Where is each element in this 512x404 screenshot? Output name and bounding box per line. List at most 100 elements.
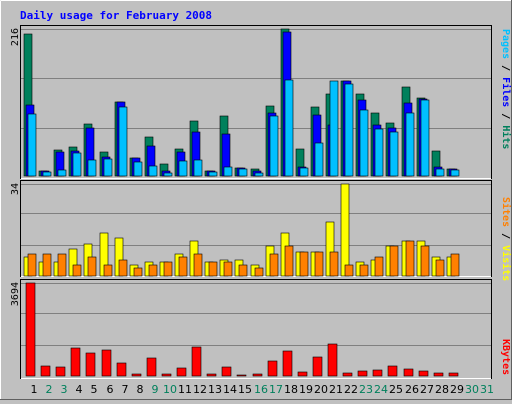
bar-pages-day-8 [133, 161, 143, 177]
bar-sites-day-10 [163, 261, 173, 277]
bar-pages-day-27 [420, 99, 430, 177]
bar-sites-day-13 [208, 261, 218, 277]
day-label-21: 21 [329, 383, 343, 396]
bar-pages-day-9 [148, 165, 158, 177]
day-label-22: 22 [344, 383, 358, 396]
bar-kbytes-day-16 [252, 373, 263, 377]
bar-kbytes-day-14 [221, 366, 232, 377]
bar-pages-day-29 [450, 169, 460, 177]
day-label-29: 29 [450, 383, 464, 396]
legend-segment: Visits [500, 245, 512, 281]
bar-pages-day-20 [314, 142, 324, 177]
bar-sites-day-16 [254, 267, 264, 277]
bar-sites-day-23 [359, 264, 369, 277]
day-label-27: 27 [420, 383, 434, 396]
bar-kbytes-day-11 [176, 367, 187, 377]
bar-pages-day-25 [389, 131, 399, 177]
bar-kbytes-day-4 [70, 347, 81, 377]
bar-kbytes-day-6 [101, 349, 112, 377]
bar-sites-day-6 [103, 264, 113, 277]
day-label-15: 15 [238, 383, 252, 396]
bar-sites-day-3 [57, 253, 67, 277]
legend-sites-visits: Sites / Visits [500, 197, 512, 281]
bar-kbytes-day-26 [403, 368, 414, 377]
day-label-10: 10 [163, 383, 177, 396]
bar-pages-day-6 [103, 158, 113, 177]
bar-pages-day-11 [178, 160, 188, 177]
bar-pages-day-17 [269, 115, 279, 177]
bar-kbytes-day-9 [146, 357, 157, 377]
chart-title: Daily usage for February 2008 [20, 9, 212, 22]
legend-segment: KBytes [500, 339, 511, 375]
bar-sites-day-15 [238, 264, 248, 277]
bar-pages-day-13 [208, 171, 218, 177]
bar-sites-day-21 [329, 251, 339, 277]
bar-kbytes-day-27 [418, 370, 429, 377]
bar-kbytes-day-8 [131, 373, 142, 377]
bar-pages-day-18 [284, 79, 294, 177]
bar-kbytes-day-10 [161, 373, 172, 377]
bar-pages-day-16 [254, 172, 264, 177]
bar-kbytes-day-19 [297, 371, 308, 377]
day-label-9: 9 [152, 383, 159, 396]
bar-pages-day-10 [163, 172, 173, 177]
day-label-1: 1 [31, 383, 38, 396]
bar-kbytes-day-29 [448, 372, 459, 377]
bar-kbytes-day-20 [312, 356, 323, 377]
bar-pages-day-26 [405, 112, 415, 177]
bar-sites-day-12 [193, 253, 203, 277]
bar-kbytes-day-17 [267, 360, 278, 377]
bar-sites-day-9 [148, 264, 158, 277]
legend-segment: Pages [500, 29, 511, 59]
bar-sites-day-24 [374, 256, 384, 277]
bar-kbytes-day-2 [40, 365, 51, 377]
day-label-2: 2 [46, 383, 53, 396]
bar-pages-day-19 [299, 167, 309, 177]
legend-segment: Sites [500, 197, 512, 227]
day-label-8: 8 [137, 383, 144, 396]
day-label-18: 18 [284, 383, 298, 396]
day-label-13: 13 [208, 383, 222, 396]
day-label-28: 28 [435, 383, 449, 396]
day-label-23: 23 [359, 383, 373, 396]
day-label-31: 31 [480, 383, 494, 396]
legend-segment: / [500, 227, 511, 245]
bar-sites-day-1 [27, 253, 37, 277]
bar-sites-day-14 [223, 261, 233, 277]
bar-pages-day-21 [329, 80, 339, 177]
bar-kbytes-day-7 [116, 362, 127, 377]
legend-pages-files-hits: Pages / Files / Hits [500, 29, 512, 149]
bar-pages-day-28 [435, 168, 445, 177]
day-label-12: 12 [193, 383, 207, 396]
bar-kbytes-day-28 [433, 372, 444, 377]
legend-segment: / [500, 59, 511, 77]
bar-sites-day-27 [420, 245, 430, 277]
legend-kbytes: KBytes [500, 339, 511, 375]
bar-pages-day-12 [193, 159, 203, 177]
bar-pages-day-5 [87, 159, 97, 177]
bar-pages-day-15 [238, 168, 248, 177]
day-label-17: 17 [269, 383, 283, 396]
bar-sites-day-2 [42, 253, 52, 277]
bar-pages-day-3 [57, 169, 67, 177]
bar-kbytes-day-23 [357, 370, 368, 377]
bar-sites-day-11 [178, 256, 188, 277]
y-max-label-hits: 216 [10, 28, 21, 46]
day-label-4: 4 [76, 383, 83, 396]
bar-kbytes-day-25 [387, 365, 398, 377]
bar-sites-day-5 [87, 256, 97, 277]
day-label-20: 20 [314, 383, 328, 396]
legend-segment: Hits [500, 125, 512, 149]
bar-kbytes-day-18 [282, 350, 293, 377]
bar-sites-day-22 [344, 264, 354, 277]
bar-sites-day-7 [118, 259, 128, 277]
bar-kbytes-day-13 [206, 373, 217, 377]
bar-visits-day-22 [340, 183, 350, 277]
bar-sites-day-25 [389, 245, 399, 277]
day-label-5: 5 [91, 383, 98, 396]
y-max-label-kbytes: 3694 [10, 282, 21, 306]
bar-pages-day-7 [118, 106, 128, 177]
day-label-19: 19 [299, 383, 313, 396]
